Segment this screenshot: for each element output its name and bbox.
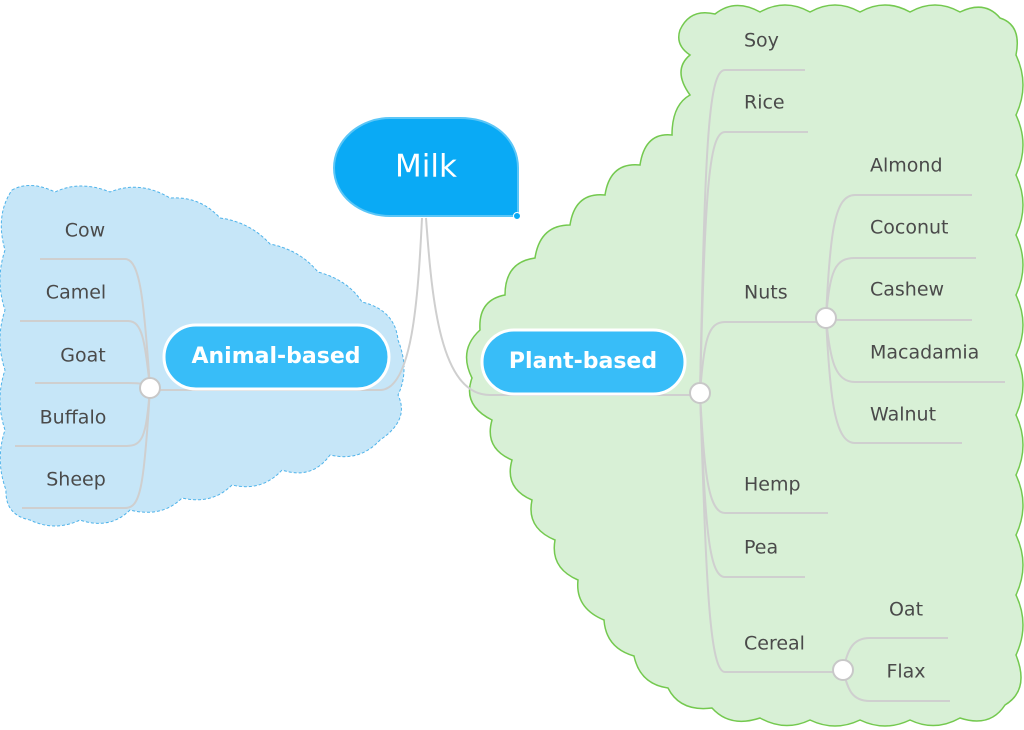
cereal-collapse-toggle[interactable] [832,659,854,681]
animal-item-cow[interactable]: Cow [65,220,105,242]
nut-item-almond[interactable]: Almond [870,155,943,177]
nut-item-macadamia[interactable]: Macadamia [870,342,979,364]
plant-item-soy[interactable]: Soy [744,30,779,52]
animal-topic-label: Animal-based [191,344,360,369]
root-handle[interactable] [513,212,521,220]
nuts-collapse-toggle[interactable] [815,307,837,329]
plant-item-cereal[interactable]: Cereal [744,633,805,655]
nut-item-cashew[interactable]: Cashew [870,279,944,301]
animal-collapse-toggle[interactable] [139,377,161,399]
nut-item-coconut[interactable]: Coconut [870,217,949,239]
plant-topic-shape [480,328,687,396]
plant-collapse-toggle[interactable] [689,382,711,404]
cereal-item-flax[interactable]: Flax [886,661,925,683]
root-to-plant-line [425,217,700,396]
plant-item-pea[interactable]: Pea [744,537,778,559]
plant-item-nuts[interactable]: Nuts [744,282,788,304]
cereal-item-oat[interactable]: Oat [889,599,923,621]
root-node[interactable]: Milk [332,117,521,220]
animal-item-camel[interactable]: Camel [46,282,106,304]
root-to-animal-line [160,217,423,391]
animal-item-sheep[interactable]: Sheep [46,469,106,491]
plant-item-hemp[interactable]: Hemp [744,474,801,496]
animal-topic-node[interactable]: Animal-based [162,323,391,391]
plant-item-rice[interactable]: Rice [744,92,785,114]
nut-item-walnut[interactable]: Walnut [870,404,936,426]
root-label: Milk [395,149,457,185]
animal-topic-shape [162,323,391,391]
plant-topic-node[interactable]: Plant-based [480,328,687,396]
animal-item-buffalo[interactable]: Buffalo [40,407,107,429]
root-node-shape [332,117,519,217]
plant-branch-lines [699,69,843,673]
animal-item-goat[interactable]: Goat [60,345,105,367]
plant-topic-label: Plant-based [509,349,657,374]
plant-boundary [465,4,1024,727]
